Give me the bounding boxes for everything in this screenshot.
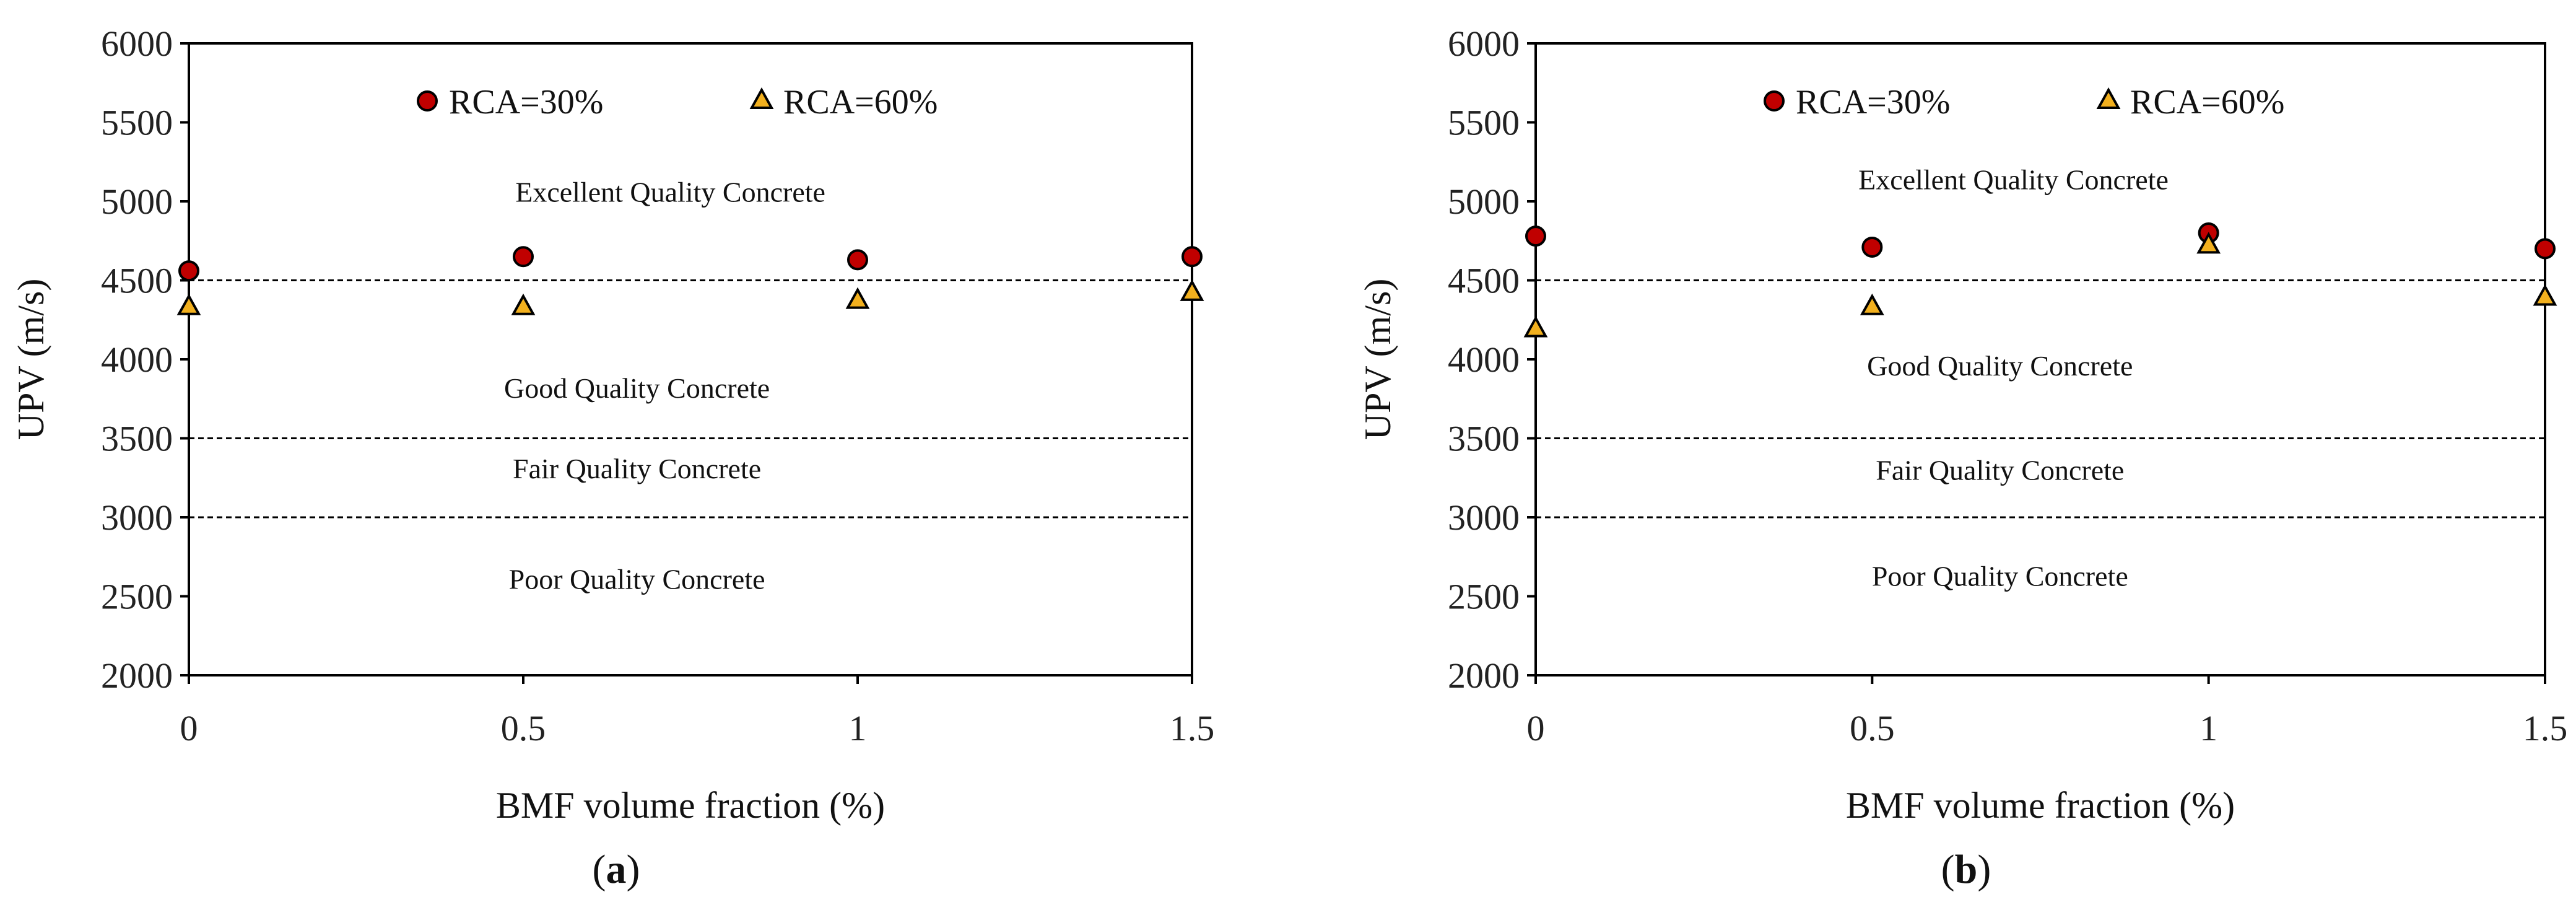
data-point-rca30 — [1181, 246, 1203, 268]
zone-label: Fair Quality Concrete — [513, 453, 761, 484]
data-point-rca60 — [1523, 315, 1548, 338]
x-tick-label: 0.5 — [501, 708, 546, 748]
x-axis-label: BMF volume fraction (%) — [1846, 785, 2235, 826]
y-axis-label: UPV (m/s) — [11, 279, 51, 440]
legend-marker-rca30 — [1764, 90, 1785, 112]
data-point-rca30 — [1861, 236, 1883, 258]
data-point-rca30 — [178, 260, 199, 282]
data-point-rca30 — [847, 249, 868, 271]
y-tick-label: 6000 — [1448, 24, 1520, 64]
panel-label: (a) — [593, 847, 640, 892]
x-tick-label: 0 — [1527, 708, 1545, 748]
data-point-rca60 — [511, 293, 536, 315]
y-tick-label: 2500 — [101, 577, 173, 617]
data-point-rca30 — [2535, 238, 2556, 260]
y-tick-label: 5000 — [1448, 182, 1520, 222]
y-tick-label: 3500 — [1448, 419, 1520, 459]
chart-panel-b: 2000 2500 3000 3500 4000 4500 5000 5500 6000 0 0.5… — [1357, 24, 2567, 892]
x-tick-label: 1 — [2200, 708, 2217, 748]
legend-marker-rca30 — [417, 90, 438, 112]
legend-label: RCA=30% — [449, 83, 603, 121]
data-point-rca60 — [1180, 279, 1204, 301]
y-tick-label: 2500 — [1448, 577, 1520, 617]
y-tick-label: 3000 — [1448, 497, 1520, 538]
x-tick-label: 1.5 — [2523, 708, 2568, 748]
legend-label: RCA=60% — [783, 83, 938, 121]
data-point-rca30 — [1525, 225, 1546, 247]
zone-label: Good Quality Concrete — [1867, 350, 2133, 382]
y-tick-label: 5500 — [1448, 103, 1520, 143]
y-tick-label: 4500 — [101, 261, 173, 301]
y-tick-label: 2000 — [1448, 655, 1520, 696]
y-tick-label: 5000 — [101, 182, 173, 222]
legend-marker-rca60 — [749, 87, 774, 109]
y-tick-label: 4000 — [101, 339, 173, 380]
data-point-rca60 — [2533, 284, 2557, 306]
zone-label: Fair Quality Concrete — [1876, 455, 2124, 486]
zone-label: Excellent Quality Concrete — [515, 177, 825, 208]
x-tick-label: 1.5 — [1170, 708, 1215, 748]
y-tick-label: 4000 — [1448, 339, 1520, 380]
panel-label: (b) — [1941, 847, 1991, 892]
x-tick-label: 0.5 — [1850, 708, 1895, 748]
y-tick-label: 4500 — [1448, 261, 1520, 301]
y-tick-label: 3000 — [101, 497, 173, 538]
chart-panel-a: 2000 2500 3000 3500 4000 4500 5000 5500 6000 0 0.5… — [11, 24, 1214, 892]
x-tick-label: 1 — [849, 708, 867, 748]
zone-label: Poor Quality Concrete — [509, 563, 765, 595]
zone-label: Excellent Quality Concrete — [1858, 164, 2169, 195]
legend-label: RCA=60% — [2130, 83, 2284, 121]
y-tick-label: 5500 — [101, 103, 173, 143]
x-tick-label: 0 — [180, 708, 198, 748]
zone-label: Poor Quality Concrete — [1872, 560, 2128, 592]
data-point-rca60 — [845, 287, 870, 309]
zone-label: Good Quality Concrete — [504, 372, 770, 404]
legend-label: RCA=30% — [1796, 83, 1950, 121]
y-tick-label: 2000 — [101, 655, 173, 696]
y-axis-label: UPV (m/s) — [1357, 279, 1398, 440]
y-tick-label: 3500 — [101, 419, 173, 459]
legend-marker-rca60 — [2096, 87, 2121, 109]
data-point-rca60 — [2196, 232, 2221, 254]
data-point-rca60 — [176, 293, 201, 315]
data-point-rca60 — [1860, 293, 1884, 315]
data-point-rca30 — [513, 246, 534, 268]
y-tick-label: 6000 — [101, 24, 173, 64]
x-axis-label: BMF volume fraction (%) — [496, 785, 885, 826]
